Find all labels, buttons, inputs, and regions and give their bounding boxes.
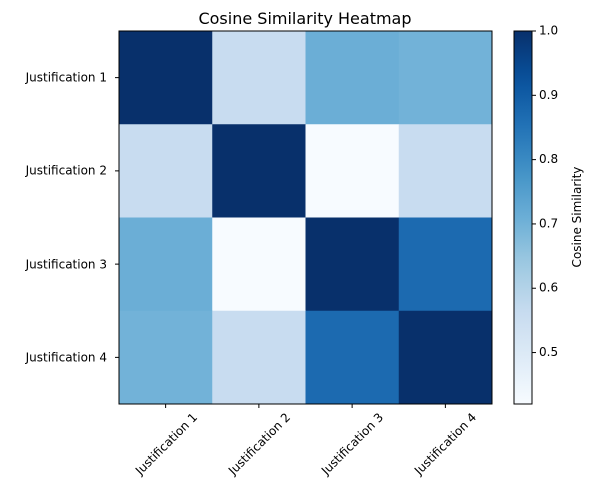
- heatmap-cell: [398, 31, 493, 125]
- colorbar-tick-label: 0.9: [539, 88, 558, 102]
- heatmap-cells: [119, 31, 493, 405]
- heatmap-cell: [212, 310, 306, 405]
- plot-frame: [118, 30, 493, 405]
- x-tick-label: Justification 3: [318, 410, 386, 478]
- heatmap-cell: [212, 124, 306, 218]
- heatmap-cell: [305, 31, 400, 125]
- y-tick-label: Justification 2: [25, 164, 107, 178]
- heatmap-cell: [119, 217, 213, 312]
- x-tick-label: Justification 2: [225, 410, 293, 478]
- heatmap-cell: [119, 310, 213, 405]
- colorbar-label: Cosine Similarity: [570, 167, 584, 268]
- y-tick-label: Justification 4: [25, 351, 107, 365]
- y-tick-marks: [115, 77, 119, 358]
- colorbar-tick-label: 0.7: [539, 216, 558, 230]
- x-tick-label: Justification 1: [132, 410, 200, 478]
- heatmap-cell: [305, 217, 400, 312]
- colorbar-tick-label: 0.5: [539, 345, 558, 359]
- heatmap-cell: [212, 31, 306, 125]
- heatmap-cell: [212, 217, 306, 312]
- x-tick-labels: Justification 1 Justification 2 Justific…: [132, 410, 479, 478]
- heatmap-cell: [398, 217, 493, 312]
- x-tick-label: Justification 4: [411, 410, 479, 478]
- colorbar: [513, 30, 533, 405]
- colorbar-ticks: 0.5 0.6 0.7 0.8 0.9 1.0: [532, 24, 558, 359]
- colorbar-tick-label: 0.6: [539, 281, 558, 295]
- chart-title: Cosine Similarity Heatmap: [198, 9, 411, 28]
- heatmap-cell: [305, 124, 400, 218]
- heatmap-cell: [119, 124, 213, 218]
- y-tick-label: Justification 3: [25, 258, 107, 272]
- colorbar-tick-label: 1.0: [539, 24, 558, 38]
- y-tick-labels: Justification 1 Justification 2 Justific…: [25, 71, 107, 365]
- heatmap-cell: [398, 310, 493, 405]
- colorbar-tick-label: 0.8: [539, 152, 558, 166]
- y-tick-label: Justification 1: [25, 71, 107, 85]
- heatmap-cell: [398, 124, 493, 218]
- heatmap-cell: [119, 31, 213, 125]
- x-tick-marks: [165, 404, 446, 408]
- heatmap-cell: [305, 310, 400, 405]
